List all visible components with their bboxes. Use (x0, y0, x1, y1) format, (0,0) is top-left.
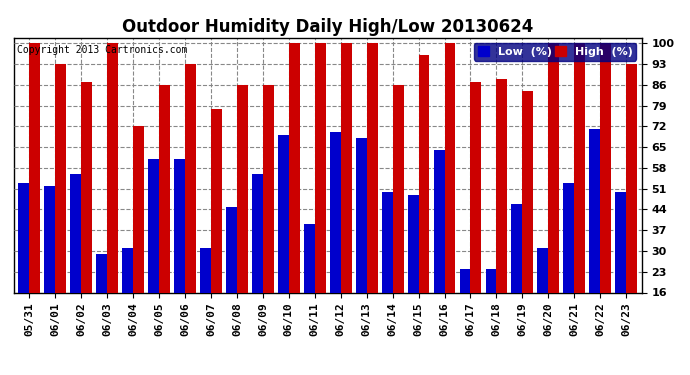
Bar (289, 44, 299, 292)
Bar (200, 248, 211, 292)
Bar (615, 192, 626, 292)
Bar (366, 44, 377, 292)
Bar (133, 126, 144, 292)
Bar (107, 44, 118, 292)
Bar (237, 85, 248, 292)
Bar (444, 44, 455, 292)
Bar (330, 132, 341, 292)
Bar (70, 174, 81, 292)
Bar (522, 91, 533, 292)
Bar (382, 192, 393, 292)
Bar (30, 44, 40, 292)
Bar (486, 269, 496, 292)
Bar (226, 207, 237, 292)
Bar (356, 138, 366, 292)
Bar (278, 135, 289, 292)
Bar (44, 186, 55, 292)
Bar (600, 44, 611, 292)
Title: Outdoor Humidity Daily High/Low 20130624: Outdoor Humidity Daily High/Low 20130624 (122, 18, 533, 36)
Bar (185, 64, 196, 292)
Bar (148, 159, 159, 292)
Bar (263, 85, 274, 292)
Bar (393, 85, 404, 292)
Bar (419, 55, 429, 292)
Bar (81, 82, 92, 292)
Bar (408, 195, 419, 292)
Text: Copyright 2013 Cartronics.com: Copyright 2013 Cartronics.com (17, 45, 187, 55)
Bar (589, 129, 600, 292)
Bar (304, 224, 315, 292)
Bar (19, 183, 30, 292)
Bar (563, 183, 574, 292)
Bar (252, 174, 263, 292)
Bar (460, 269, 471, 292)
Bar (55, 64, 66, 292)
Bar (511, 204, 522, 292)
Bar (315, 44, 326, 292)
Bar (538, 248, 549, 292)
Bar (496, 79, 507, 292)
Bar (433, 150, 444, 292)
Bar (159, 85, 170, 292)
Bar (574, 44, 585, 292)
Bar (174, 159, 185, 292)
Bar (122, 248, 133, 292)
Bar (97, 254, 107, 292)
Bar (471, 82, 482, 292)
Bar (549, 44, 559, 292)
Bar (626, 64, 637, 292)
Bar (341, 44, 352, 292)
Bar (211, 109, 222, 292)
Legend: Low  (%), High  (%): Low (%), High (%) (474, 43, 636, 60)
